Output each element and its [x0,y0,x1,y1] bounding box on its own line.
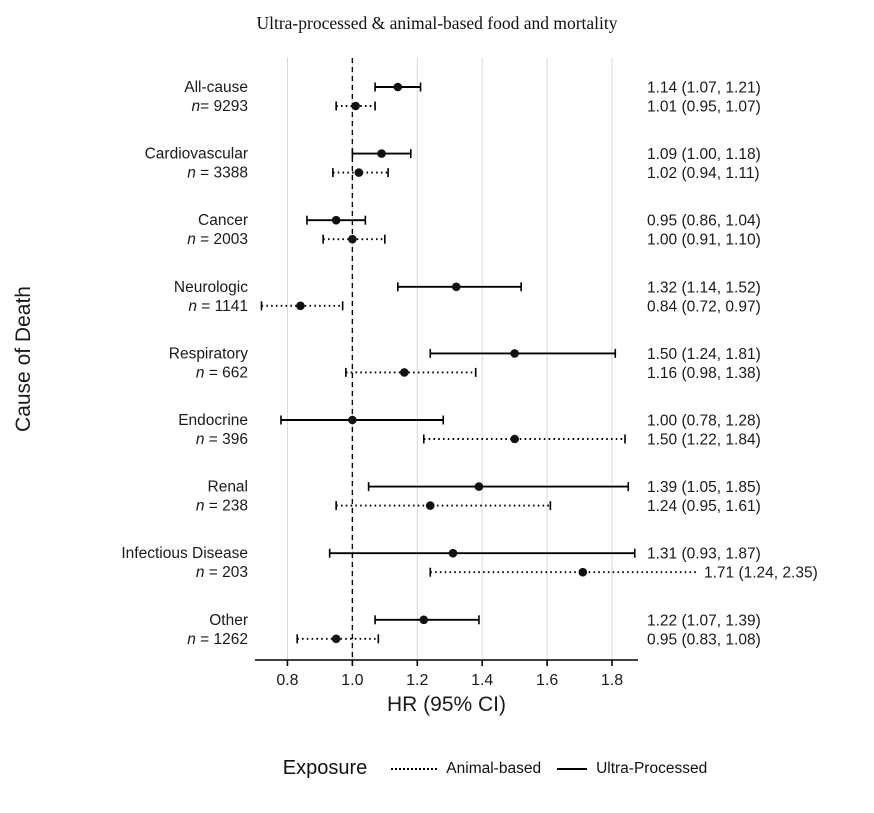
exposure-legend: Exposure Animal-based Ultra-Processed [58,757,874,780]
n-label: n = 662 [196,364,248,381]
point-estimate [448,548,458,558]
n-label: n = 2003 [187,231,248,248]
legend-item-animal-based: Animal-based [391,760,541,778]
n-label: n = 203 [196,564,248,581]
x-tick-label: 1.0 [341,672,363,689]
hr-ci-label: 1.14 (1.07, 1.21) [647,80,761,97]
point-estimate [451,282,461,292]
point-estimate [510,434,519,444]
point-estimate [474,482,484,491]
point-estimate [348,234,357,244]
cause-label: Other [209,612,248,629]
cause-label: Infectious Disease [121,545,248,562]
hr-ci-label: 1.24 (0.95, 1.61) [647,498,761,515]
legend-title: Exposure [282,757,368,779]
x-tick-label: 1.6 [536,672,558,689]
x-tick-label: 1.4 [471,672,493,689]
cause-label: Endocrine [178,412,248,429]
point-estimate [348,415,357,425]
hr-ci-label: 1.22 (1.07, 1.39) [647,612,761,629]
solid-line-icon [557,767,588,770]
x-tick-label: 1.2 [406,672,428,689]
x-axis-title: HR (95% CI) [387,693,506,716]
x-tick-label: 0.8 [276,672,298,689]
dotted-line-icon [391,767,438,770]
n-label: n= 9293 [192,98,248,115]
n-label: n = 238 [196,498,248,515]
x-tick-label: 1.8 [601,672,623,689]
cause-label: Neurologic [174,279,248,296]
hr-ci-label: 1.31 (0.93, 1.87) [647,546,761,563]
point-estimate [419,615,429,625]
hr-ci-label: 0.95 (0.83, 1.08) [647,631,761,648]
point-estimate [425,501,435,510]
point-estimate [578,567,588,577]
point-estimate [400,368,409,377]
n-label: n = 3388 [187,165,248,182]
y-axis-title: Cause of Death [12,286,35,432]
hr-ci-label: 1.50 (1.24, 1.81) [647,346,761,363]
hr-ci-label: 1.01 (0.95, 1.07) [647,99,761,116]
cause-label: Cancer [198,212,248,229]
hr-ci-label: 0.84 (0.72, 0.97) [647,298,761,315]
cause-label: Cardiovascular [145,146,248,163]
n-label: n = 1262 [187,631,248,648]
cause-label: All-cause [184,79,248,96]
hr-ci-label: 1.39 (1.05, 1.85) [647,479,761,496]
hr-ci-label: 0.95 (0.86, 1.04) [647,213,761,230]
n-label: n = 396 [196,431,248,448]
point-estimate [393,82,403,92]
point-estimate [510,349,519,358]
legend-item-ultra-processed: Ultra-Processed [557,760,707,778]
point-estimate [296,301,305,311]
n-label: n = 1141 [188,298,248,315]
hr-ci-label: 1.16 (0.98, 1.38) [647,365,761,382]
hr-ci-label: 1.00 (0.78, 1.28) [647,413,761,430]
cause-label: Renal [208,479,249,496]
legend-label-ultra-processed: Ultra-Processed [596,759,708,777]
point-estimate [331,215,341,225]
hr-ci-label: 1.02 (0.94, 1.11) [647,165,760,182]
hr-ci-label: 1.71 (1.24, 2.35) [704,565,818,582]
point-estimate [377,149,386,158]
point-estimate [331,634,341,644]
chart-title: Ultra-processed & animal-based food and … [256,13,618,33]
point-estimate [354,168,364,177]
hr-ci-label: 1.32 (1.14, 1.52) [647,279,761,296]
hr-ci-label: 1.00 (0.91, 1.10) [647,232,761,249]
legend-label-animal-based: Animal-based [446,759,542,777]
point-estimate [351,101,360,111]
hr-ci-label: 1.09 (1.00, 1.18) [647,146,761,163]
cause-label: Respiratory [169,345,248,362]
hr-ci-label: 1.50 (1.22, 1.84) [647,432,761,449]
